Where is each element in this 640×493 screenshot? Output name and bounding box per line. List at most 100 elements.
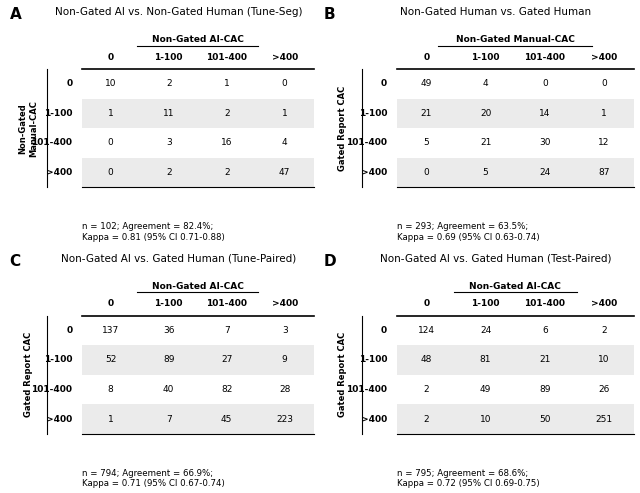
Text: 0: 0 [423, 53, 429, 62]
Text: 16: 16 [221, 139, 232, 147]
Text: 0: 0 [542, 79, 548, 88]
Text: 5: 5 [424, 139, 429, 147]
Text: 1-100: 1-100 [358, 109, 387, 118]
Text: n = 102; Agreement = 82.4%;
Kappa = 0.81 (95% CI 0.71-0.88): n = 102; Agreement = 82.4%; Kappa = 0.81… [82, 222, 225, 242]
Text: 0: 0 [108, 53, 114, 62]
Bar [82, 99, 314, 128]
Text: 0: 0 [282, 79, 287, 88]
Text: 40: 40 [163, 385, 174, 394]
Text: 26: 26 [598, 385, 610, 394]
Text: 24: 24 [539, 168, 550, 177]
Text: 4: 4 [282, 139, 287, 147]
Text: 0: 0 [423, 299, 429, 308]
Text: 101-400: 101-400 [206, 299, 247, 308]
Text: 101-400: 101-400 [524, 53, 565, 62]
Text: Non-Gated AI vs. Gated Human (Test-Paired): Non-Gated AI vs. Gated Human (Test-Paire… [380, 254, 612, 264]
Text: 124: 124 [418, 326, 435, 335]
Text: 20: 20 [480, 109, 492, 118]
Text: 50: 50 [539, 415, 550, 423]
Text: 10: 10 [105, 79, 116, 88]
Text: Non-Gated AI vs. Non-Gated Human (Tune-Seg): Non-Gated AI vs. Non-Gated Human (Tune-S… [55, 7, 303, 17]
Text: 0: 0 [66, 326, 72, 335]
Text: 7: 7 [224, 326, 230, 335]
Text: 101-400: 101-400 [346, 139, 387, 147]
Text: 8: 8 [108, 385, 113, 394]
Text: 1-100: 1-100 [44, 355, 72, 364]
Bar [397, 404, 634, 434]
Text: Non-Gated Manual-CAC: Non-Gated Manual-CAC [456, 35, 575, 44]
Text: 2: 2 [424, 415, 429, 423]
Text: 21: 21 [480, 139, 492, 147]
Text: 27: 27 [221, 355, 232, 364]
Text: 0: 0 [381, 326, 387, 335]
Text: 12: 12 [598, 139, 610, 147]
Text: 10: 10 [598, 355, 610, 364]
Bar [82, 345, 314, 375]
Text: 2: 2 [224, 168, 230, 177]
Text: >400: >400 [361, 168, 387, 177]
Text: 3: 3 [282, 326, 287, 335]
Text: A: A [10, 7, 21, 22]
Text: 1: 1 [108, 415, 113, 423]
Text: 0: 0 [108, 139, 113, 147]
Text: 82: 82 [221, 385, 232, 394]
Text: 3: 3 [166, 139, 172, 147]
Text: Non-Gated Human vs. Gated Human: Non-Gated Human vs. Gated Human [401, 7, 591, 17]
Text: 89: 89 [163, 355, 175, 364]
Text: >400: >400 [46, 168, 72, 177]
Text: 0: 0 [381, 79, 387, 88]
Text: 28: 28 [279, 385, 291, 394]
Text: 10: 10 [480, 415, 492, 423]
Text: 1-100: 1-100 [471, 299, 500, 308]
Text: 48: 48 [420, 355, 432, 364]
Text: 49: 49 [480, 385, 492, 394]
Text: C: C [10, 254, 20, 269]
Text: Non-Gated AI-CAC: Non-Gated AI-CAC [152, 35, 244, 44]
Text: 1: 1 [108, 109, 113, 118]
Text: 89: 89 [539, 385, 550, 394]
Text: 87: 87 [598, 168, 610, 177]
Text: 1-100: 1-100 [358, 355, 387, 364]
Text: >400: >400 [46, 415, 72, 423]
Text: 223: 223 [276, 415, 293, 423]
Text: B: B [323, 7, 335, 22]
Text: 14: 14 [539, 109, 550, 118]
Text: 2: 2 [424, 385, 429, 394]
Text: 2: 2 [166, 168, 172, 177]
Text: Gated Report CAC: Gated Report CAC [338, 86, 347, 171]
Text: Non-Gated AI-CAC: Non-Gated AI-CAC [152, 282, 244, 291]
Text: 21: 21 [420, 109, 432, 118]
Text: 6: 6 [542, 326, 548, 335]
Text: 7: 7 [166, 415, 172, 423]
Text: n = 794; Agreement = 66.9%;
Kappa = 0.71 (95% CI 0.67-0.74): n = 794; Agreement = 66.9%; Kappa = 0.71… [82, 469, 225, 488]
Text: 0: 0 [424, 168, 429, 177]
Text: 101-400: 101-400 [346, 385, 387, 394]
Text: Non-Gated
Manual-CAC: Non-Gated Manual-CAC [19, 100, 38, 157]
Text: 4: 4 [483, 79, 488, 88]
Text: 30: 30 [539, 139, 550, 147]
Text: 45: 45 [221, 415, 232, 423]
Text: 137: 137 [102, 326, 119, 335]
Bar [82, 158, 314, 187]
Text: 1: 1 [224, 79, 230, 88]
Text: Non-Gated AI-CAC: Non-Gated AI-CAC [469, 282, 561, 291]
Bar [82, 404, 314, 434]
Text: Non-Gated AI vs. Gated Human (Tune-Paired): Non-Gated AI vs. Gated Human (Tune-Paire… [61, 254, 296, 264]
Text: 9: 9 [282, 355, 287, 364]
Text: 81: 81 [480, 355, 492, 364]
Text: >400: >400 [361, 415, 387, 423]
Text: n = 293; Agreement = 63.5%;
Kappa = 0.69 (95% CI 0.63-0.74): n = 293; Agreement = 63.5%; Kappa = 0.69… [397, 222, 540, 242]
Text: 1: 1 [282, 109, 287, 118]
Text: 0: 0 [108, 168, 113, 177]
Text: >400: >400 [271, 299, 298, 308]
Text: 1-100: 1-100 [154, 299, 183, 308]
Text: 5: 5 [483, 168, 488, 177]
Text: 52: 52 [105, 355, 116, 364]
Bar [397, 345, 634, 375]
Text: 49: 49 [420, 79, 432, 88]
Text: 36: 36 [163, 326, 175, 335]
Text: Gated Report CAC: Gated Report CAC [24, 332, 33, 417]
Text: Gated Report CAC: Gated Report CAC [338, 332, 347, 417]
Text: 47: 47 [279, 168, 291, 177]
Text: 11: 11 [163, 109, 175, 118]
